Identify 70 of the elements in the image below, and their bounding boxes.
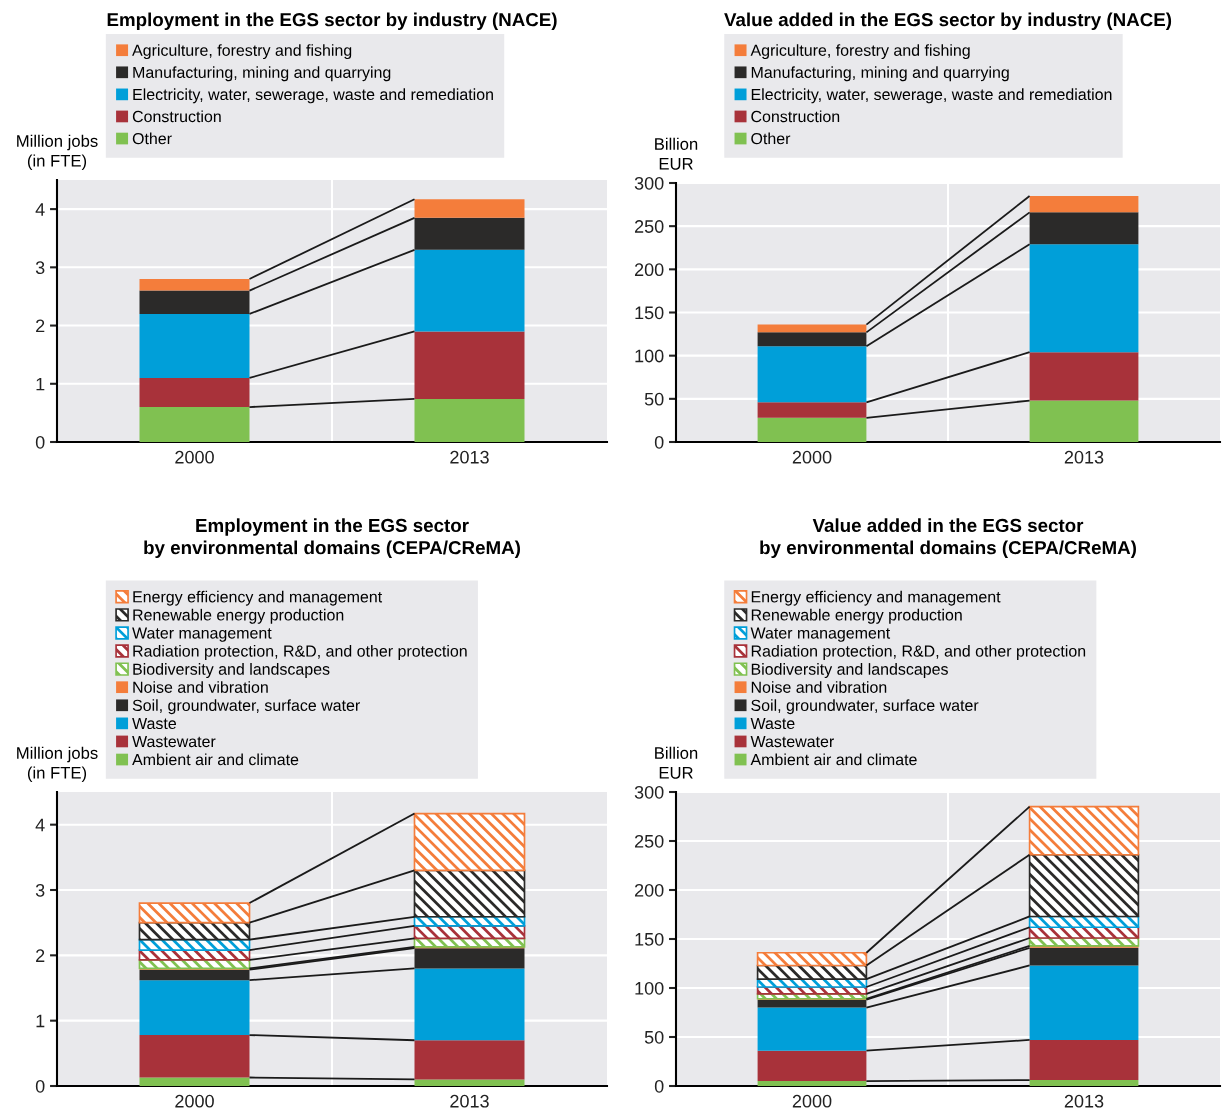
legend-label: Other	[132, 132, 172, 145]
legend-label: Noise and vibration	[133, 681, 268, 693]
legend-label: Soil, groundwater, surface water	[132, 699, 360, 715]
legend-label: Noise and vibration	[751, 681, 887, 693]
legend-label: Energy efficiency and management	[751, 590, 1001, 606]
legend-label: Agriculture, forestry and fishing	[132, 44, 352, 60]
y-axis-title: Million jobs (in FTE)	[17, 746, 98, 782]
y-tick-label: 0	[35, 435, 45, 449]
legend-label: Manufacturing, mining and quarrying	[133, 66, 391, 82]
y-tick-label: 50	[644, 392, 664, 406]
legend-label: Water management	[750, 627, 891, 642]
y-tick-label: 50	[644, 1030, 664, 1044]
y-tick-label: 0	[35, 1079, 45, 1093]
legend-label: Other	[751, 132, 791, 145]
y-tick-label: 250	[634, 834, 664, 848]
y-tick-label: 3	[35, 883, 45, 897]
legend-label: Renewable energy production	[133, 608, 344, 624]
chart-title: Value added in the EGS sector by environmental domains (CEPA/CReMA)	[760, 518, 1136, 558]
legend-label: Construction	[751, 110, 840, 123]
y-tick-label: 2	[36, 949, 45, 962]
legend-label: Soil, groundwater, surface water	[751, 699, 979, 715]
y-axis-title: Million jobs (in FTE)	[17, 134, 98, 170]
legend-label: Electricity, water, sewerage, waste and remediation	[751, 88, 1112, 104]
legend-label: Radiation protection, R&D, and other protection	[751, 645, 1086, 660]
y-tick-label: 300	[634, 785, 664, 799]
legend-label: Renewable energy production	[751, 608, 962, 624]
x-tick-label: 2013	[1064, 450, 1104, 464]
chart-title: Employment in the EGS sector by industry (NACE)	[107, 12, 557, 30]
legend-label: Ambient air and climate	[750, 753, 917, 766]
legend-label: Construction	[132, 110, 221, 123]
y-tick-label: 4	[35, 203, 45, 216]
x-tick-label: 2000	[175, 450, 214, 464]
legend-label: Biodiversity and landscapes	[133, 663, 330, 678]
y-axis-title: Billion EUR	[655, 137, 698, 170]
y-tick-label: 3	[35, 261, 45, 275]
y-axis-title: Billion EUR	[655, 746, 698, 779]
legend-label: Biodiversity and landscapes	[751, 663, 948, 678]
legend-label: Ambient air and climate	[132, 753, 299, 766]
y-tick-label: 150	[635, 306, 664, 320]
y-tick-label: 200	[634, 263, 664, 277]
y-tick-label: 4	[35, 818, 45, 832]
y-tick-label: 150	[635, 932, 664, 946]
legend-label: Agriculture, forestry and fishing	[750, 44, 970, 60]
x-tick-label: 2000	[792, 1094, 832, 1108]
y-tick-label: 1	[36, 377, 45, 391]
legend-label: Manufacturing, mining and quarrying	[751, 66, 1009, 82]
x-tick-label: 2013	[1064, 1094, 1104, 1108]
y-tick-label: 1	[36, 1014, 45, 1028]
y-tick-label: 250	[634, 220, 664, 233]
legend-label: Energy efficiency and management	[133, 590, 383, 606]
legend-label: Wastewater	[132, 736, 216, 748]
legend-label: Waste	[132, 717, 177, 730]
y-tick-label: 300	[634, 176, 664, 190]
chart-title: Employment in the EGS sector by environmental domains (CEPA/CReMA)	[144, 518, 520, 558]
y-tick-label: 0	[654, 435, 664, 449]
legend-label: Waste	[750, 717, 795, 730]
legend-label: Radiation protection, R&D, and other protection	[133, 645, 467, 660]
y-tick-label: 100	[635, 981, 664, 995]
y-tick-label: 200	[634, 883, 664, 897]
chart-title: Value added in the EGS sector by industry (NACE)	[724, 12, 1172, 30]
x-tick-label: 2013	[450, 1094, 489, 1108]
legend-label: Electricity, water, sewerage, waste and remediation	[133, 88, 493, 104]
x-tick-label: 2013	[450, 450, 489, 464]
legend-label: Water management	[132, 627, 272, 642]
legend-label: Wastewater	[750, 736, 834, 748]
x-tick-label: 2000	[175, 1094, 214, 1108]
y-tick-label: 0	[654, 1079, 664, 1093]
y-tick-label: 2	[36, 319, 45, 333]
y-tick-label: 100	[635, 349, 664, 363]
x-tick-label: 2000	[792, 450, 832, 464]
